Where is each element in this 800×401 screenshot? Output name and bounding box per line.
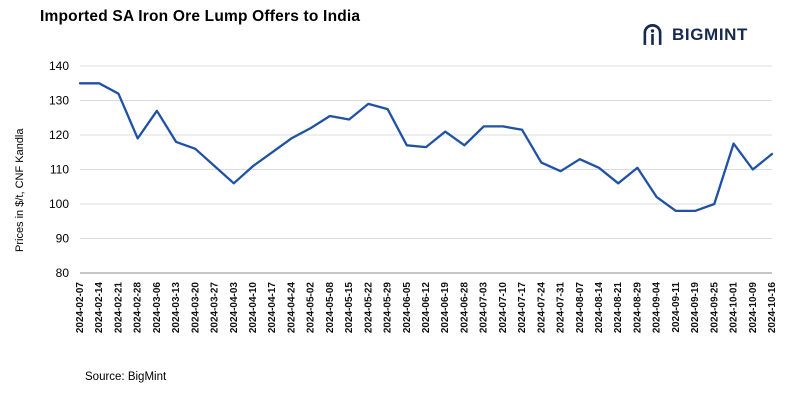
svg-text:2024-07-17: 2024-07-17 — [517, 282, 528, 334]
svg-text:2024-05-02: 2024-05-02 — [306, 282, 317, 334]
svg-text:2024-05-22: 2024-05-22 — [363, 282, 374, 334]
svg-text:2024-07-10: 2024-07-10 — [498, 282, 509, 334]
svg-text:2024-03-27: 2024-03-27 — [210, 282, 221, 334]
svg-text:2024-08-07: 2024-08-07 — [575, 282, 586, 334]
svg-text:2024-02-28: 2024-02-28 — [133, 282, 144, 334]
svg-text:2024-10-01: 2024-10-01 — [729, 282, 740, 334]
svg-text:2024-06-28: 2024-06-28 — [459, 282, 470, 334]
svg-text:2024-09-11: 2024-09-11 — [671, 282, 682, 333]
svg-text:2024-02-21: 2024-02-21 — [113, 282, 124, 334]
svg-text:2024-10-16: 2024-10-16 — [767, 282, 778, 334]
svg-text:110: 110 — [50, 163, 69, 177]
svg-text:2024-09-25: 2024-09-25 — [709, 282, 720, 334]
svg-text:100: 100 — [49, 197, 69, 211]
svg-text:2024-06-19: 2024-06-19 — [440, 282, 451, 334]
svg-text:2024-02-07: 2024-02-07 — [75, 282, 86, 334]
svg-text:2024-05-15: 2024-05-15 — [344, 282, 355, 334]
svg-text:2024-08-21: 2024-08-21 — [613, 282, 624, 334]
svg-text:2024-09-19: 2024-09-19 — [690, 282, 701, 334]
svg-text:2024-03-13: 2024-03-13 — [171, 282, 182, 334]
svg-text:2024-04-03: 2024-04-03 — [229, 282, 240, 334]
svg-text:2024-04-24: 2024-04-24 — [286, 282, 297, 334]
svg-text:2024-06-05: 2024-06-05 — [402, 282, 413, 334]
svg-text:2024-03-06: 2024-03-06 — [152, 282, 163, 334]
svg-text:140: 140 — [49, 59, 69, 73]
svg-text:2024-04-10: 2024-04-10 — [248, 282, 259, 334]
bigmint-logo: BIGMINT — [640, 22, 748, 47]
svg-text:2024-07-03: 2024-07-03 — [479, 282, 490, 334]
source-note: Source: BigMint — [85, 371, 167, 383]
page-title: Imported SA Iron Ore Lump Offers to Indi… — [40, 8, 361, 25]
svg-text:2024-09-04: 2024-09-04 — [652, 282, 663, 334]
svg-text:2024-06-12: 2024-06-12 — [421, 282, 432, 334]
svg-text:2024-08-29: 2024-08-29 — [632, 282, 643, 334]
bigmint-logo-text: BIGMINT — [672, 24, 748, 44]
svg-text:2024-02-14: 2024-02-14 — [94, 282, 105, 334]
svg-text:130: 130 — [49, 94, 69, 108]
svg-text:2024-07-24: 2024-07-24 — [536, 282, 547, 334]
svg-text:120: 120 — [49, 128, 69, 142]
svg-text:2024-03-20: 2024-03-20 — [190, 282, 201, 334]
svg-text:80: 80 — [56, 266, 70, 280]
bigmint-logo-icon — [640, 22, 665, 47]
svg-text:2024-08-14: 2024-08-14 — [594, 282, 605, 334]
svg-text:2024-10-09: 2024-10-09 — [748, 282, 759, 334]
svg-text:2024-07-31: 2024-07-31 — [556, 282, 567, 334]
svg-text:2024-04-17: 2024-04-17 — [267, 282, 278, 334]
svg-text:90: 90 — [56, 232, 70, 246]
svg-text:2024-05-08: 2024-05-08 — [325, 282, 336, 334]
svg-text:2024-05-29: 2024-05-29 — [383, 282, 394, 334]
